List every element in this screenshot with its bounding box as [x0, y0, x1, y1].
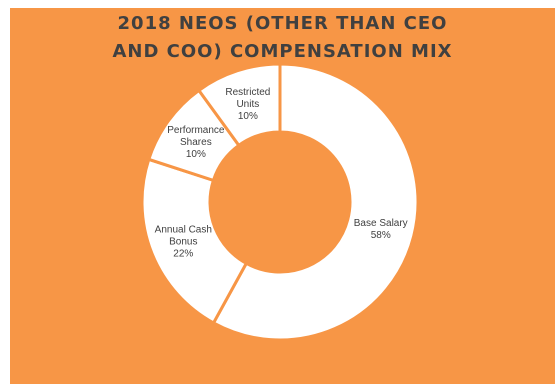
label-restricted-units: Restricted Units 10%	[225, 87, 270, 122]
chart-title: 2018 NEOS (OTHER THAN CEO AND COO) COMPE…	[112, 13, 453, 62]
slice-base-salary	[211, 62, 420, 342]
label-base-salary: Base Salary 58%	[354, 218, 408, 241]
slice-annual-cash-bonus	[140, 157, 249, 325]
label-performance-shares: Performance Shares 10%	[167, 125, 225, 160]
slice-restricted-units	[196, 62, 282, 148]
label-annual-cash-bonus: Annual Cash Bonus 22%	[155, 224, 212, 259]
